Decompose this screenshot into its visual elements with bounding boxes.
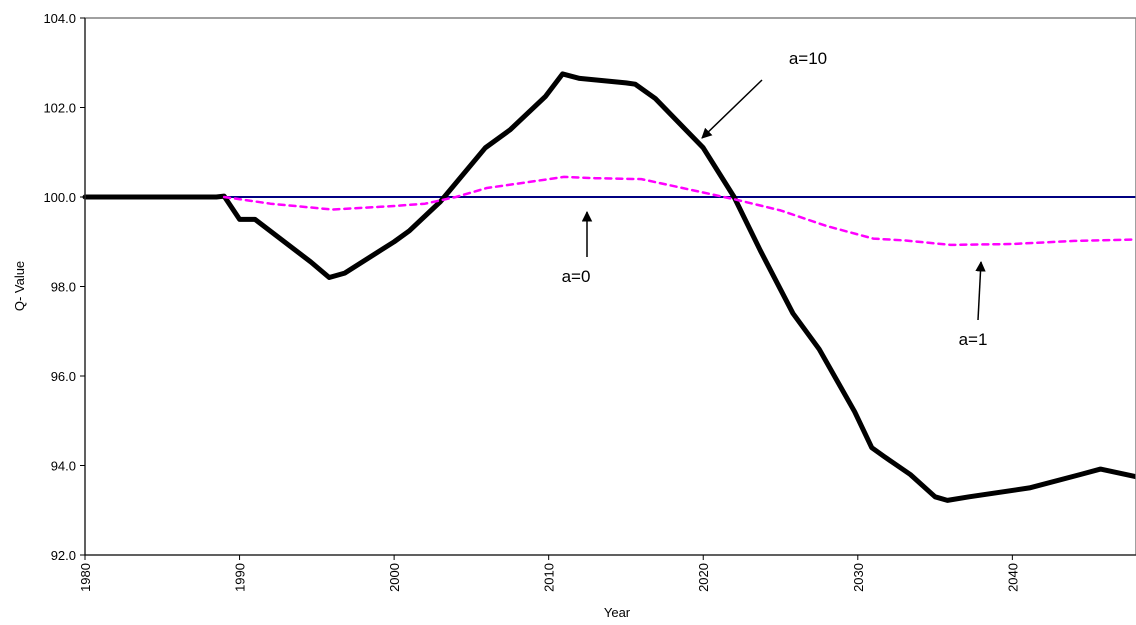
annotation-arrow [701,79,763,139]
y-tick-label: 94.0 [51,459,76,474]
y-tick-label: 100.0 [43,190,76,205]
series-line [82,71,1136,503]
x-tick-label: 2000 [387,563,402,592]
annotation-arrow [975,260,986,321]
x-tick-label: 2020 [696,563,711,592]
series-annotation: a=1 [959,330,988,349]
plot-frame [84,17,1136,556]
y-tick-label: 98.0 [51,280,76,295]
series-annotation: a=10 [789,49,827,68]
x-tick-label: 1990 [233,563,248,592]
series-annotation: a=0 [562,267,591,286]
y-tick-label: 102.0 [43,101,76,116]
x-tick-label: 2040 [1005,563,1020,592]
x-tick-label: 2010 [542,563,557,592]
series-line [222,175,1136,247]
x-tick-label: 2030 [851,563,866,592]
x-tick-label: 1980 [78,563,93,592]
y-tick-label: 96.0 [51,369,76,384]
x-axis-title: Year [604,605,631,620]
plot-area [82,71,1136,503]
y-tick-label: 92.0 [51,548,76,563]
y-axis-title: Q- Value [12,261,27,311]
y-tick-label: 104.0 [43,11,76,26]
